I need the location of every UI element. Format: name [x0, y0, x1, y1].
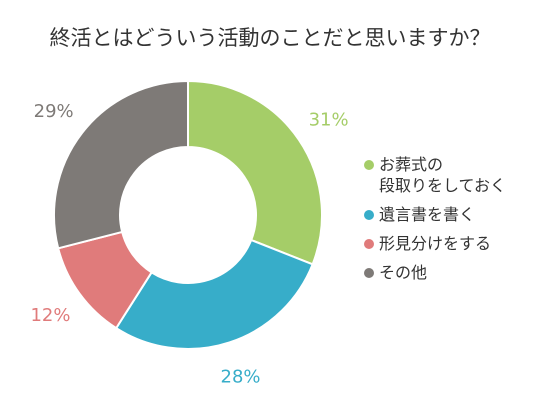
legend-item-funeral-arrangements: お葬式の 段取りをしておく [364, 154, 534, 196]
label-other: 29% [34, 101, 74, 122]
chart-title: 終活とはどういう活動のことだと思いますか？ [49, 26, 491, 50]
legend: お葬式の 段取りをしておく遺言書を書く 形見分けをする その他 [364, 154, 534, 291]
slice-funeral-arrangements [187, 79, 323, 266]
legend-label: お葬式の 段取りをしておく [379, 155, 507, 195]
legend-label: その他 [379, 263, 428, 282]
legend-label: 形見分けをする [379, 234, 492, 253]
legend-label: 遺言書を書く [379, 205, 476, 224]
legend-swatch [364, 268, 374, 278]
legend-swatch [364, 239, 374, 249]
label-write-will: 28% [221, 367, 261, 388]
slice-other [53, 79, 189, 250]
slice-write-will [114, 238, 314, 350]
label-funeral-arrangements: 31% [309, 109, 349, 130]
legend-swatch [364, 160, 374, 170]
legend-swatch [364, 210, 374, 220]
legend-item-other: その他 [364, 262, 534, 283]
label-keepsake-distribution: 12% [30, 305, 70, 326]
legend-item-write-will: 遺言書を書く [364, 204, 534, 225]
legend-item-keepsake-distribution: 形見分けをする [364, 233, 534, 254]
